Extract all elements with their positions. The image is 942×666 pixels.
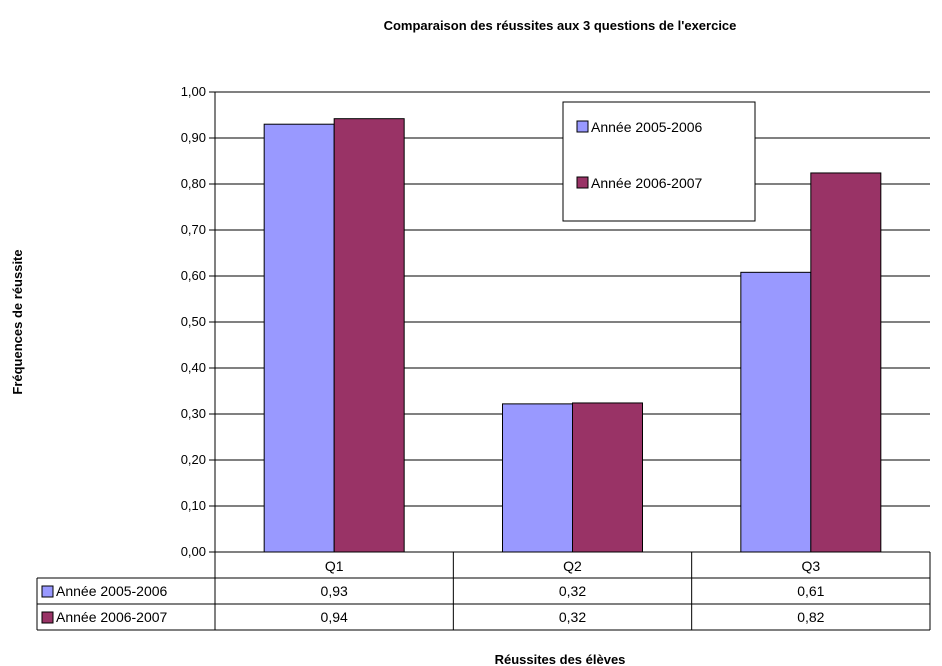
table-series-name: Année 2006-2007: [56, 609, 168, 625]
y-tick-label: 0,00: [181, 544, 206, 559]
legend-label: Année 2005-2006: [591, 119, 703, 135]
y-tick-label: 0,10: [181, 498, 206, 513]
y-tick-label: 0,70: [181, 222, 206, 237]
data-label: 0,32: [559, 583, 586, 599]
bar: [502, 403, 573, 553]
y-axis-title: Fréquences de réussite: [10, 249, 25, 394]
legend: Année 2005-2006 Année 2006-2007: [562, 101, 756, 222]
table-legend-swatch: [41, 611, 54, 624]
data-label: 0,61: [797, 583, 824, 599]
x-axis-title: Réussites des élèves: [495, 652, 626, 666]
data-table: Q1 Q2 Q3 Année 2005-2006 0,93 0,32 0,61 Année 2…: [36, 552, 931, 631]
bar: [740, 271, 812, 553]
chart-title: Comparaison des réussites aux 3 question…: [384, 18, 737, 33]
data-label: 0,82: [797, 609, 824, 625]
legend-box: [562, 101, 756, 222]
data-label: 0,32: [559, 609, 586, 625]
legend-label: Année 2006-2007: [591, 175, 703, 191]
bar: [810, 172, 882, 553]
table-series-name: Année 2005-2006: [56, 583, 168, 599]
axes: 0,00 0,10 0,20 0,30 0,40 0,50 0,60 0,70 0,80 0,90…: [181, 84, 930, 559]
y-tick-label: 0,90: [181, 130, 206, 145]
x-tick-label: Q2: [563, 558, 582, 574]
y-tick-label: 1,00: [181, 84, 206, 99]
data-label: 0,94: [321, 609, 348, 625]
y-tick-label: 0,60: [181, 268, 206, 283]
y-tick-label: 0,80: [181, 176, 206, 191]
legend-swatch: [576, 176, 589, 189]
x-tick-label: Q1: [325, 558, 344, 574]
y-tick-label: 0,50: [181, 314, 206, 329]
table-legend-swatch: [41, 585, 54, 598]
bar: [572, 402, 643, 553]
bar: [263, 123, 335, 553]
x-tick-label: Q3: [801, 558, 820, 574]
legend-swatch: [576, 120, 589, 133]
y-tick-label: 0,20: [181, 452, 206, 467]
data-label: 0,93: [321, 583, 348, 599]
y-tick-label: 0,40: [181, 360, 206, 375]
bar: [333, 118, 405, 553]
y-tick-label: 0,30: [181, 406, 206, 421]
